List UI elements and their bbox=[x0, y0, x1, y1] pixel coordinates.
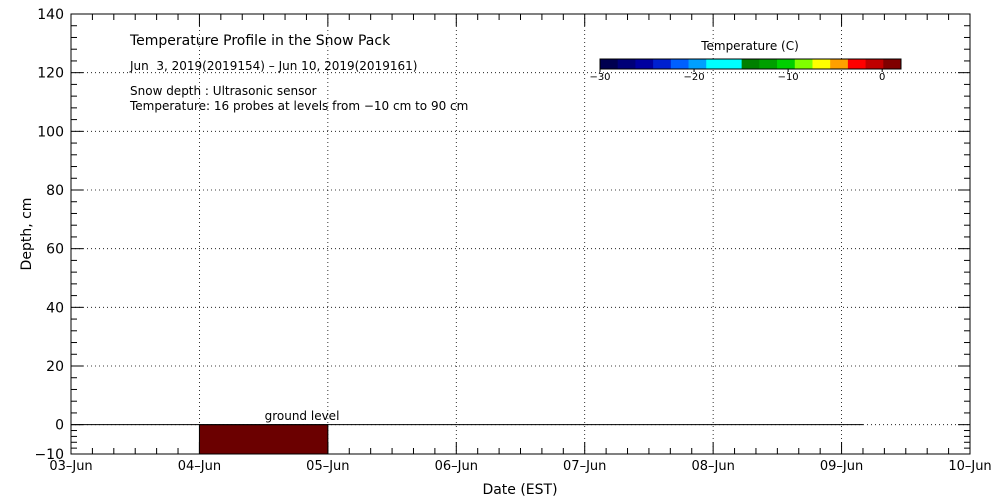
x-tick-label: 04–Jun bbox=[178, 459, 221, 474]
y-tick-label: 60 bbox=[46, 242, 64, 258]
x-tick-label: 05–Jun bbox=[306, 459, 349, 474]
colorbar-segment bbox=[600, 59, 619, 69]
temperature-cell bbox=[198, 424, 329, 455]
colorbar-segment bbox=[706, 59, 725, 69]
colorbar-segment bbox=[688, 59, 707, 69]
colorbar-segment bbox=[723, 59, 743, 69]
x-tick-label: 08–Jun bbox=[691, 459, 734, 474]
y-tick-label: 80 bbox=[46, 183, 64, 199]
colorbar-tick-label: −20 bbox=[684, 72, 705, 83]
colorbar-segment bbox=[830, 59, 849, 69]
y-tick-label: 0 bbox=[55, 418, 64, 434]
axis-ticks bbox=[70, 13, 971, 455]
colorbar: Temperature (C) bbox=[599, 39, 902, 72]
colorbar-segment bbox=[759, 59, 778, 69]
colorbar-segment bbox=[883, 59, 902, 69]
colorbar-tick-label: −10 bbox=[778, 72, 799, 83]
colorbar-title: Temperature (C) bbox=[700, 39, 799, 53]
x-axis-label: Date (EST) bbox=[482, 482, 557, 498]
note-snow-depth: Snow depth : Ultrasonic sensor bbox=[130, 84, 317, 98]
grid bbox=[71, 14, 970, 454]
chart-title: Temperature Profile in the Snow Pack bbox=[129, 33, 391, 49]
colorbar-tick-labels: −30 −20 −10 0 bbox=[589, 72, 885, 83]
colorbar-segment bbox=[617, 59, 636, 69]
chart-subtitle: Jun 3, 2019(2019154) – Jun 10, 2019(2019… bbox=[129, 59, 417, 73]
x-tick-label: 06–Jun bbox=[435, 459, 478, 474]
y-axis-label: Depth, cm bbox=[19, 198, 35, 271]
x-tick-label: 03–Jun bbox=[49, 459, 92, 474]
y-tick-label: −10 bbox=[34, 447, 64, 463]
colorbar-segment bbox=[847, 59, 867, 69]
x-tick-label: 07–Jun bbox=[563, 459, 606, 474]
y-tick-label: 100 bbox=[37, 124, 64, 140]
data-marks bbox=[71, 424, 863, 455]
y-tick-label: 120 bbox=[37, 66, 64, 82]
y-tick-labels: −10 0 20 40 60 80 100 120 140 bbox=[34, 7, 64, 463]
x-tick-labels: 03–Jun 04–Jun 05–Jun 06–Jun 07–Jun 08–Jun 09–J… bbox=[49, 459, 991, 474]
x-tick-label: 09–Jun bbox=[820, 459, 863, 474]
y-tick-label: 140 bbox=[37, 7, 64, 23]
colorbar-segment bbox=[794, 59, 813, 69]
colorbar-tick-label: 0 bbox=[879, 72, 885, 83]
colorbar-segment bbox=[670, 59, 690, 69]
note-temperature: Temperature: 16 probes at levels from −1… bbox=[129, 99, 468, 113]
colorbar-segment bbox=[741, 59, 760, 69]
x-tick-label: 10–Jun bbox=[948, 459, 991, 474]
colorbar-segment bbox=[653, 59, 672, 69]
colorbar-segment bbox=[777, 59, 796, 69]
colorbar-segment bbox=[865, 59, 884, 69]
y-tick-label: 20 bbox=[46, 359, 64, 375]
plot-area bbox=[70, 13, 971, 455]
y-tick-label: 40 bbox=[46, 300, 64, 316]
colorbar-segment bbox=[635, 59, 654, 69]
colorbar-frame bbox=[599, 58, 902, 70]
colorbar-tick-label: −30 bbox=[589, 72, 610, 83]
colorbar-segment bbox=[812, 59, 831, 69]
ground-level-label: ground level bbox=[265, 409, 340, 423]
